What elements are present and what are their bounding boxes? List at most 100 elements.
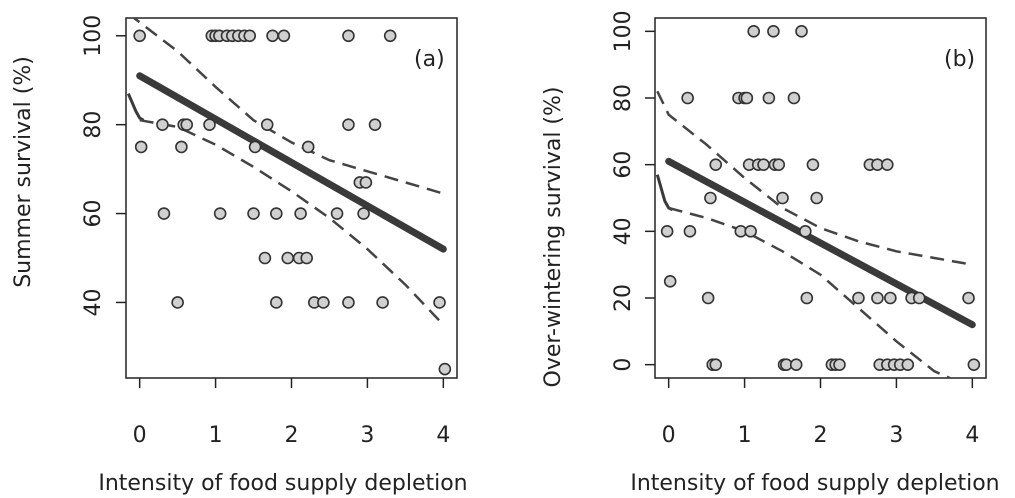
panel-a-data-point: [438, 362, 452, 376]
panel-b-data-point: [795, 25, 808, 38]
panel-a-data-point: [171, 296, 184, 309]
panel-a-data-point: [247, 207, 260, 220]
panel-a-data-point: [301, 140, 315, 154]
panel-b-y-tick-label: 60: [611, 151, 636, 179]
panel-a-data-point: [359, 176, 373, 189]
panel-b-data-point: [833, 358, 846, 371]
panel-a-x-tick-label: 2: [285, 423, 299, 448]
panel-b-ylabel: Over-wintering survival (%): [541, 87, 566, 388]
panel-a-data-point: [330, 207, 344, 220]
panel-b-data-point: [881, 158, 894, 171]
panel-b-data-point: [740, 91, 754, 105]
panel-b-data-point: [767, 25, 780, 38]
panel-b-data-point: [806, 158, 820, 171]
panel-a-x-tick-label: 4: [436, 423, 450, 448]
panel-b-data-point: [962, 291, 975, 305]
panel-a-data-point: [266, 29, 279, 43]
panel-b-data-point: [704, 191, 717, 205]
panel-b-xlabel: Intensity of food supply depletion: [630, 471, 999, 496]
panel-b-data-point: [799, 225, 812, 238]
panel-a-data-point: [342, 29, 355, 43]
panel-b-data-point: [810, 191, 824, 205]
panel-a-y-tick-label: 100: [81, 15, 106, 57]
panel-a-data-point: [156, 118, 169, 131]
panel-b-y-tick-label: 100: [611, 10, 636, 52]
panel-a-xlabel: Intensity of food supply depletion: [98, 471, 467, 496]
panel-a-data-point: [258, 251, 272, 265]
panel-a-ci-lower-line: [139, 118, 445, 326]
panel-a-data-point: [134, 140, 148, 154]
panel-b-data-point: [663, 275, 677, 288]
panel-a-data-point: [294, 207, 307, 220]
panel-b-data-point: [744, 225, 757, 238]
panel-a-data-point: [270, 296, 283, 309]
panel-a-data-point: [180, 118, 194, 131]
panel-b-data-point: [757, 158, 770, 171]
panel-a-data-point: [270, 207, 283, 220]
panel-a-plot-frame: [125, 17, 458, 379]
panel-a-fit-line: [136, 72, 447, 253]
panel-a-x-tick-label: 3: [360, 423, 374, 448]
panel-b-data-point: [789, 358, 803, 371]
panel-b-x-tick-label: 2: [814, 423, 828, 448]
panel-b-data-point: [901, 358, 915, 371]
panel-a-data-point: [157, 207, 171, 220]
panel-b-data-point: [709, 158, 723, 171]
panel-a-data-point: [248, 140, 262, 154]
panel-a-lowess-line: [126, 93, 145, 122]
panel-b-data-point: [762, 91, 776, 105]
panel-a-data-point: [260, 118, 274, 131]
panel-b-data-point: [967, 358, 981, 371]
panel-a: Intensity of food supply depletion Summe…: [11, 15, 468, 496]
panel-b-y-tick-label: 40: [611, 217, 636, 245]
panel-a-data-point: [383, 29, 397, 43]
panel-b-data-point: [772, 158, 786, 171]
panel-a-x-tick-label: 1: [209, 423, 223, 448]
panel-a-data-point: [203, 118, 216, 131]
panel-b-data-point: [800, 291, 814, 305]
panel-a-data-point: [281, 251, 295, 265]
panel-b-data-point: [871, 291, 884, 305]
panel-a-data-point: [277, 29, 291, 43]
panel-b-x-tick-label: 0: [662, 423, 676, 448]
panel-a-data-point: [175, 140, 188, 154]
panel-b-ci-lower-line: [668, 206, 953, 378]
panel-a-data-point: [300, 251, 313, 265]
panel-b-data-point: [884, 291, 897, 305]
panel-b-y-tick-label: 80: [611, 84, 636, 112]
panel-a-data-point: [342, 118, 355, 131]
panel-a-data-point: [433, 296, 446, 309]
panel-a-y-tick-label: 60: [81, 200, 106, 228]
panel-b-x-tick-label: 1: [738, 423, 752, 448]
panel-a-label: (a): [414, 47, 445, 72]
panel-b-data-point: [912, 291, 926, 305]
panel-b-ci-upper-line: [656, 90, 973, 266]
panel-b-data-point: [709, 358, 723, 371]
panel-b-data-point: [747, 25, 760, 38]
panel-a-data-point: [376, 296, 389, 309]
panel-b-data-point: [776, 191, 789, 205]
panel-b-data-point: [681, 91, 694, 105]
panel-b-data-point: [852, 291, 865, 305]
panel-a-data-point: [133, 29, 146, 43]
panel-b-x-tick-label: 4: [965, 423, 979, 448]
panel-a-data-point: [357, 207, 370, 220]
panel-a-ylabel: Summer survival (%): [11, 56, 36, 288]
panel-b-data-point: [683, 225, 697, 238]
panel-b-label: (b): [944, 47, 975, 72]
panel-b-y-tick-label: 20: [611, 284, 636, 312]
panel-b-data-point: [701, 291, 715, 305]
panel-b-y-tick-label: 0: [611, 358, 636, 372]
panel-a-x-tick-label: 0: [133, 423, 147, 448]
panel-b: Intensity of food supply depletion Over-…: [541, 10, 1000, 496]
panel-a-y-tick-label: 80: [81, 111, 106, 139]
panel-a-y-tick-label: 40: [81, 288, 106, 316]
panel-b-lowess-line: [655, 174, 674, 212]
panel-a-ci-upper-line: [131, 18, 444, 195]
panel-a-data-point: [342, 296, 355, 309]
panel-b-data-point: [660, 225, 674, 238]
panel-a-data-point: [213, 207, 227, 220]
panel-b-x-tick-label: 3: [889, 423, 903, 448]
panel-a-data-point: [243, 29, 257, 43]
